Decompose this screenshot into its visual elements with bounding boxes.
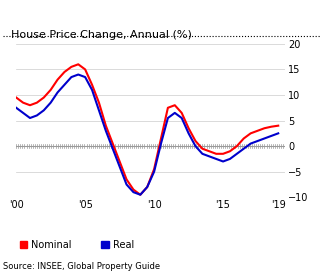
Text: House Price Change, Annual (%): House Price Change, Annual (%) bbox=[11, 30, 192, 40]
Legend: Nominal, Real: Nominal, Real bbox=[16, 236, 138, 254]
Text: Source: INSEE, Global Property Guide: Source: INSEE, Global Property Guide bbox=[3, 262, 160, 271]
